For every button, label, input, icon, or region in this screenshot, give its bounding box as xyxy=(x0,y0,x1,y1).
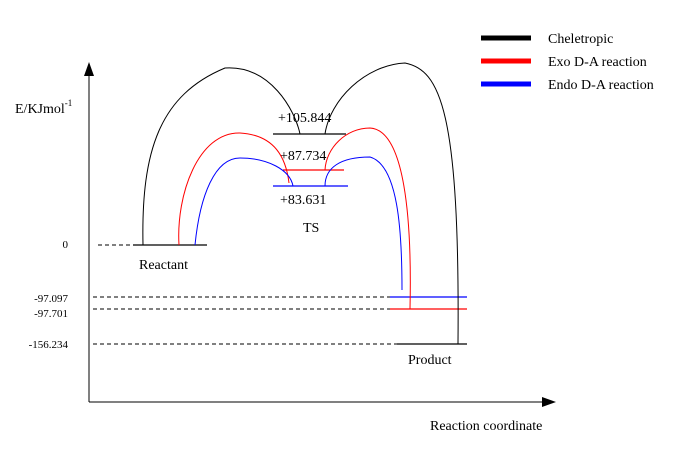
tick-label-97701: -97.701 xyxy=(34,308,68,320)
legend: Cheletropic Exo D-A reaction Endo D-A re… xyxy=(481,32,654,93)
legend-label-exo: Exo D-A reaction xyxy=(548,55,647,70)
ts-value-cheletropic: +105.844 xyxy=(278,111,331,126)
pathway-endo xyxy=(194,156,403,291)
tick-label-97097: -97.097 xyxy=(34,293,68,305)
axes xyxy=(84,62,556,407)
pathway-exo xyxy=(178,127,411,310)
x-axis-arrow-icon xyxy=(542,397,556,407)
y-axis-label: E/KJmol-1 xyxy=(15,98,72,117)
tick-label-0: 0 xyxy=(63,239,69,251)
reactant-label: Reactant xyxy=(139,258,188,273)
legend-label-endo: Endo D-A reaction xyxy=(548,78,654,93)
pathway-cheletropic xyxy=(142,62,459,345)
product-label: Product xyxy=(408,353,452,368)
y-axis-arrow-icon xyxy=(84,62,94,76)
x-axis-label: Reaction coordinate xyxy=(430,419,542,434)
ts-label: TS xyxy=(303,221,319,236)
ts-value-exo: +87.734 xyxy=(280,149,326,164)
tick-label-156234: -156.234 xyxy=(29,339,69,351)
ts-value-endo: +83.631 xyxy=(280,193,326,208)
legend-label-cheletropic: Cheletropic xyxy=(548,32,613,47)
